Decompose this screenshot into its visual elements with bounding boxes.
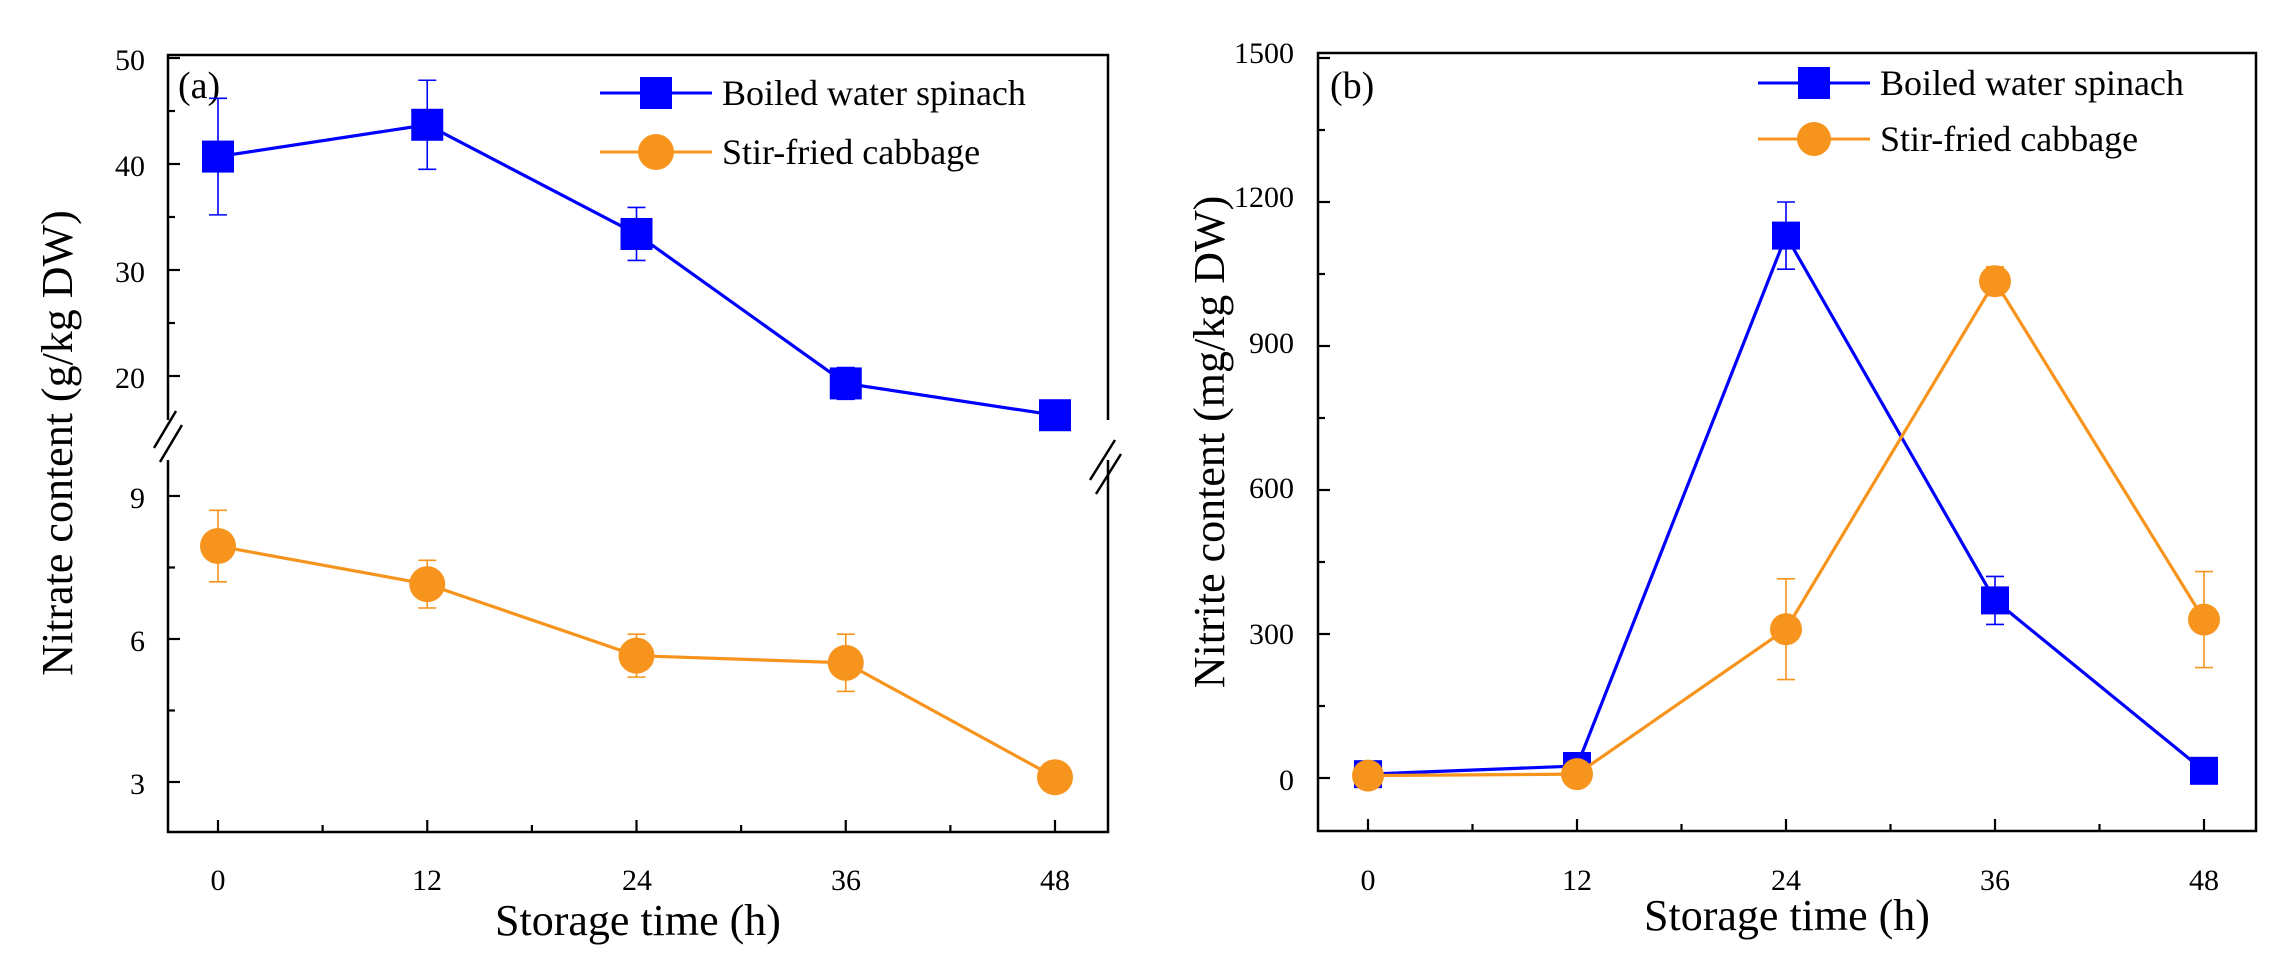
b-x-tick-36: 36 (1980, 864, 2010, 897)
b-y-axis-label: Nitrite content (mg/kg DW) (1185, 196, 1234, 688)
a-cabbage-point (200, 528, 236, 565)
a-legend-marker-spinach (640, 77, 672, 109)
a-x-tick-24: 24 (622, 864, 652, 897)
a-cabbage-point (618, 637, 655, 674)
b-cabbage-point (1561, 758, 1593, 791)
axis-break-left (152, 410, 184, 463)
b-cabbage-point (1770, 613, 1802, 646)
panel-b: 0 12 24 36 48 0 300 600 900 1200 1500 St… (1185, 37, 2258, 940)
b-cabbage-point (1979, 265, 2011, 298)
a-legend-marker-cabbage (638, 134, 674, 170)
b-x-tick-0: 0 (1361, 864, 1376, 897)
panel-a-x-ticks (216, 820, 1057, 832)
panel-b-y-ticks (1318, 56, 1330, 780)
panel-b-x-ticks (1366, 819, 2206, 831)
a-y-tick-9: 9 (130, 482, 145, 515)
a-cabbage-point (1037, 759, 1073, 796)
b-x-axis-label: Storage time (h) (1644, 891, 1930, 940)
a-x-tick-0: 0 (211, 864, 226, 897)
a-spinach-point (411, 108, 444, 141)
b-legend-label-cabbage: Stir-fried cabbage (1880, 119, 2138, 159)
b-panel-label: (b) (1330, 65, 1374, 107)
panel-b-series (1352, 201, 2220, 792)
a-x-tick-48: 48 (1040, 864, 1070, 897)
b-legend: Boiled water spinach Stir-fried cabbage (1758, 63, 2184, 159)
b-legend-label-spinach: Boiled water spinach (1880, 63, 2184, 103)
a-y-tick-3: 3 (130, 768, 145, 801)
panel-b-frame (1316, 51, 2258, 833)
a-spinach-point (620, 217, 653, 250)
panel-a-y-ticks (168, 56, 180, 784)
b-cabbage-point (1352, 759, 1384, 792)
a-spinach-point (202, 140, 234, 173)
a-cabbage-point (409, 566, 446, 603)
a-legend: Boiled water spinach Stir-fried cabbage (600, 73, 1026, 172)
b-cabbage-line (1367, 278, 2206, 778)
a-y-axis-label: Nitrate content (g/kg DW) (33, 210, 82, 676)
b-y-tick-300: 300 (1249, 618, 1294, 651)
b-cabbage-point (2188, 603, 2220, 636)
a-x-axis-label: Storage time (h) (495, 896, 781, 945)
a-y-tick-20: 20 (115, 362, 145, 395)
b-spinach-point (2190, 756, 2218, 785)
b-x-tick-48: 48 (2189, 864, 2219, 897)
b-x-tick-12: 12 (1562, 864, 1592, 897)
panel-a-series (200, 79, 1073, 796)
b-y-tick-0: 0 (1279, 764, 1294, 797)
axis-break-right (1088, 420, 1123, 495)
a-y-tick-50: 50 (115, 44, 145, 77)
a-spinach-point (1039, 399, 1071, 432)
a-panel-label: (a) (178, 65, 220, 107)
a-legend-label-cabbage: Stir-fried cabbage (722, 132, 980, 172)
panel-a: 0 12 24 36 48 20 30 40 50 3 6 9 Storage … (33, 44, 1123, 945)
a-legend-label-spinach: Boiled water spinach (722, 73, 1026, 113)
b-x-tick-24: 24 (1771, 864, 1801, 897)
a-spinach-point (829, 367, 862, 400)
a-x-tick-12: 12 (412, 864, 442, 897)
b-y-tick-1500: 1500 (1234, 37, 1294, 70)
b-spinach-line (1367, 231, 2206, 776)
b-legend-marker-cabbage (1797, 122, 1831, 156)
a-y-tick-40: 40 (115, 150, 145, 183)
b-spinach-point (1772, 221, 1800, 250)
a-cabbage-point (827, 644, 864, 681)
b-spinach-point (1981, 586, 2009, 615)
a-x-tick-36: 36 (831, 864, 861, 897)
b-y-tick-1200: 1200 (1234, 181, 1294, 214)
b-legend-marker-spinach (1798, 67, 1830, 99)
b-y-tick-600: 600 (1249, 472, 1294, 505)
b-y-tick-900: 900 (1249, 327, 1294, 360)
a-y-tick-6: 6 (130, 625, 145, 658)
a-y-tick-30: 30 (115, 256, 145, 289)
